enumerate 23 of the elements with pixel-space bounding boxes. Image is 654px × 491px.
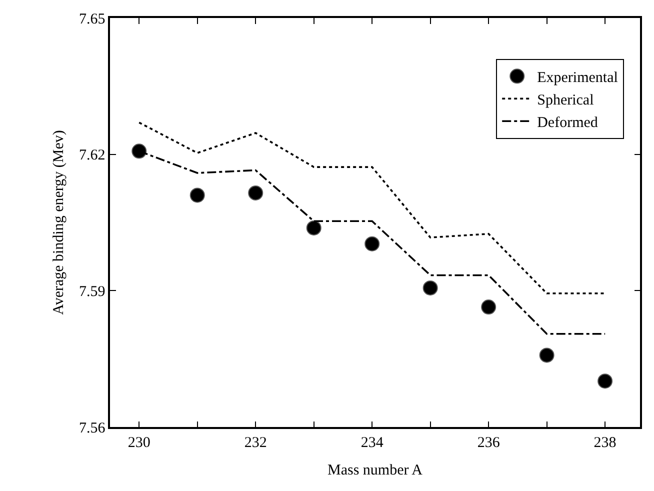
point — [422, 280, 438, 296]
point — [248, 185, 264, 200]
x-tick-label: 232 — [244, 434, 267, 451]
legend-label: Experimental — [537, 70, 618, 86]
point — [598, 374, 613, 389]
y-tick-label: 7.59 — [79, 284, 106, 300]
legend-label: Spherical — [537, 92, 594, 108]
x-tick-label: 230 — [128, 434, 150, 451]
point — [306, 220, 322, 236]
x-axis-title: Mass number A — [328, 462, 423, 478]
point — [539, 348, 554, 363]
point — [481, 300, 496, 315]
legend-label: Deformed — [537, 115, 598, 131]
point — [190, 188, 205, 203]
x-tick-label: 238 — [594, 434, 616, 451]
y-tick-label: 7.62 — [79, 148, 106, 164]
point — [132, 144, 147, 159]
y-tick-label: 7.56 — [79, 420, 106, 436]
x-tick-label: 234 — [360, 434, 384, 451]
point — [364, 236, 380, 252]
y-axis-title: Average binding energy (Mev) — [50, 130, 67, 315]
x-tick-label: 236 — [477, 434, 500, 451]
y-tick-label: 7.65 — [79, 11, 106, 28]
